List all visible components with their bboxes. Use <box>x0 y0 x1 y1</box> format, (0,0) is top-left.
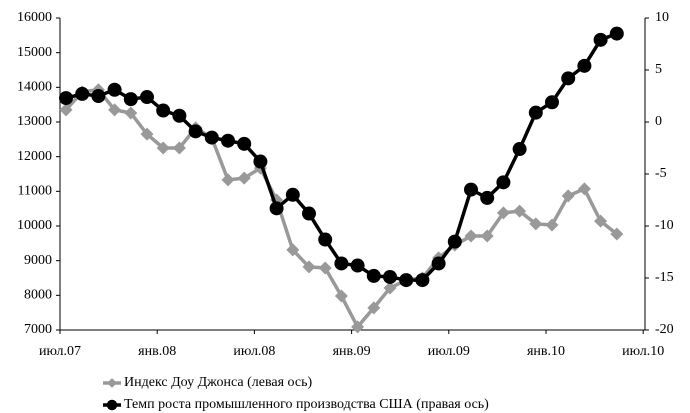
data-point <box>253 154 268 169</box>
x-tick-label: июл.09 <box>428 344 470 359</box>
y-tick-label: 14000 <box>17 80 52 95</box>
y2-tick-label: 10 <box>655 10 669 25</box>
x-tick-label: янв.10 <box>527 344 565 359</box>
data-point <box>480 190 495 205</box>
x-tick-label: янв.09 <box>333 344 371 359</box>
data-point <box>351 320 365 334</box>
data-point <box>59 103 73 117</box>
data-point <box>221 133 235 148</box>
data-point <box>545 218 559 232</box>
y-tick-label: 9000 <box>24 253 52 268</box>
data-point <box>124 106 138 120</box>
data-point <box>496 206 510 220</box>
data-point <box>108 103 122 117</box>
data-point <box>415 273 430 288</box>
data-point <box>140 90 154 105</box>
data-point <box>496 175 511 190</box>
legend-swatch-marker <box>107 378 117 388</box>
data-point <box>334 289 348 303</box>
legend-label: Индекс Доу Джонса (левая ось) <box>124 375 312 390</box>
y2-tick-label: 0 <box>655 114 662 129</box>
data-point <box>383 281 397 295</box>
data-point <box>156 103 171 118</box>
data-point <box>334 256 349 271</box>
data-point <box>302 206 316 221</box>
data-point <box>237 171 251 185</box>
data-point <box>431 256 446 271</box>
y2-tick-label: -10 <box>655 218 674 233</box>
data-point <box>577 182 591 196</box>
legend-swatch-marker <box>106 399 118 411</box>
data-point <box>75 86 90 101</box>
data-point <box>513 204 527 218</box>
data-point <box>464 182 478 197</box>
data-point <box>561 189 575 203</box>
y-tick-label: 16000 <box>17 10 52 25</box>
data-point <box>123 92 138 107</box>
data-point <box>91 89 106 103</box>
y-tick-label: 13000 <box>17 114 52 129</box>
x-tick-label: июл.10 <box>622 344 664 359</box>
data-point <box>156 141 170 155</box>
data-point <box>221 173 235 187</box>
x-tick-label: янв.08 <box>138 344 176 359</box>
x-tick-label: июл.07 <box>39 344 81 359</box>
y-tick-label: 12000 <box>17 149 52 164</box>
y2-tick-label: -15 <box>655 270 674 285</box>
data-point <box>610 227 624 241</box>
data-point <box>528 105 543 120</box>
y-tick-label: 11000 <box>18 184 52 199</box>
y-tick-label: 15000 <box>17 45 52 60</box>
x-tick-label: июл.08 <box>233 344 275 359</box>
data-point <box>366 268 381 283</box>
data-point <box>464 229 478 243</box>
data-point <box>302 260 316 274</box>
data-point <box>286 243 300 257</box>
data-point <box>383 269 397 284</box>
y-tick-label: 8000 <box>24 288 52 303</box>
data-point <box>188 124 203 139</box>
y2-tick-label: 5 <box>655 62 662 77</box>
data-point <box>367 301 381 315</box>
data-point <box>512 142 527 157</box>
data-point <box>480 229 494 243</box>
data-point <box>140 127 154 141</box>
data-point <box>350 258 365 273</box>
data-point <box>318 261 332 275</box>
data-point <box>107 82 122 97</box>
y2-tick-label: -20 <box>655 322 674 337</box>
data-point <box>529 217 543 231</box>
data-point <box>285 187 300 202</box>
data-point <box>172 141 186 155</box>
data-point <box>593 32 608 47</box>
data-point <box>545 95 559 110</box>
data-point <box>269 201 284 216</box>
data-point <box>609 26 624 41</box>
data-point <box>561 71 576 86</box>
data-point <box>577 58 592 73</box>
y-tick-label: 7000 <box>24 322 52 337</box>
legend-label: Темп роста промышленного производства СШ… <box>124 397 489 412</box>
data-point <box>172 108 187 123</box>
data-point <box>59 91 73 106</box>
data-point <box>318 232 333 247</box>
y2-tick-label: -5 <box>655 166 667 181</box>
y-tick-label: 10000 <box>17 218 52 233</box>
data-point <box>204 130 219 145</box>
data-point <box>594 214 608 228</box>
data-point <box>237 136 252 151</box>
series-line <box>65 31 618 282</box>
data-point <box>399 273 414 288</box>
data-point <box>447 234 462 249</box>
